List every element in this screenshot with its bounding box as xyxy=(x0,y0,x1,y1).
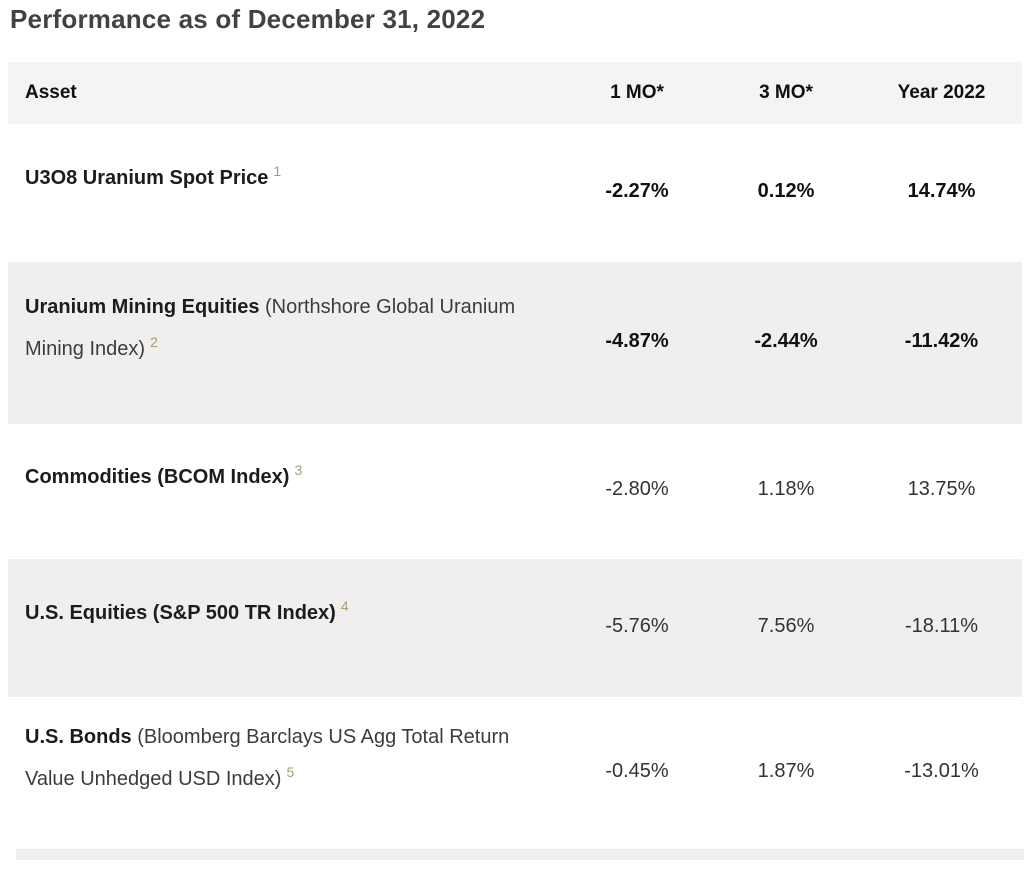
value-1mo: -4.87% xyxy=(605,329,669,352)
value-year-2022: -13.01% xyxy=(904,759,979,782)
value-1mo: -0.45% xyxy=(605,759,669,782)
footnote-reference[interactable]: 3 xyxy=(294,461,303,478)
value-3mo: 0.12% xyxy=(757,179,815,202)
column-header-year-2022: Year 2022 xyxy=(897,82,986,103)
asset-cell: Commodities (BCOM Index) 3 xyxy=(8,424,563,559)
value-year-2022: 14.74% xyxy=(907,179,976,202)
value-3mo: 1.87% xyxy=(757,759,815,782)
table-row: U.S. Equities (S&P 500 TR Index) 4 -5.76%… xyxy=(8,559,1022,697)
asset-cell: Uranium Mining Equities (Northshore Glob… xyxy=(8,262,563,424)
performance-table: Asset 1 MO* 3 MO* Year 2022 U3O8 Uranium… xyxy=(8,62,1022,849)
value-3mo: 7.56% xyxy=(757,614,815,637)
asset-index-description: (Bloomberg Barclays US Agg Total Return … xyxy=(25,726,510,790)
column-header-1mo: 1 MO* xyxy=(610,82,664,103)
footnote-reference[interactable]: 1 xyxy=(273,163,282,180)
table-row: U.S. Bonds (Bloomberg Barclays US Agg To… xyxy=(8,697,1022,849)
asset-cell: U3O8 Uranium Spot Price 1 xyxy=(8,124,563,262)
table-row: Uranium Mining Equities (Northshore Glob… xyxy=(8,262,1022,424)
value-3mo: -2.44% xyxy=(754,329,818,352)
value-year-2022: -11.42% xyxy=(904,329,979,352)
asset-name: Commodities (BCOM Index) xyxy=(25,465,290,488)
next-row-edge xyxy=(16,849,1024,860)
asset-cell: U.S. Bonds (Bloomberg Barclays US Agg To… xyxy=(8,697,563,849)
footnote-reference[interactable]: 5 xyxy=(286,764,295,781)
column-header-asset: Asset xyxy=(25,82,77,103)
asset-name: Uranium Mining Equities xyxy=(25,296,260,318)
performance-table-container: Asset 1 MO* 3 MO* Year 2022 U3O8 Uranium… xyxy=(8,62,1024,860)
asset-name: U3O8 Uranium Spot Price xyxy=(25,167,269,189)
table-row: Commodities (BCOM Index) 3 -2.80% 1.18% 1… xyxy=(8,424,1022,559)
asset-name: U.S. Equities (S&P 500 TR Index) xyxy=(25,602,336,624)
value-1mo: -5.76% xyxy=(605,614,669,637)
table-header-row: Asset 1 MO* 3 MO* Year 2022 xyxy=(8,62,1022,124)
asset-name: U.S. Bonds xyxy=(25,726,132,748)
page-title: Performance as of December 31, 2022 xyxy=(10,4,486,34)
value-1mo: -2.27% xyxy=(605,179,669,202)
table-row: U3O8 Uranium Spot Price 1 -2.27% 0.12% 14… xyxy=(8,124,1022,262)
asset-cell: U.S. Equities (S&P 500 TR Index) 4 xyxy=(8,559,563,697)
value-year-2022: -18.11% xyxy=(904,614,978,637)
value-1mo: -2.80% xyxy=(605,478,669,500)
asset-index-description: (Northshore Global Uranium Mining Index) xyxy=(25,296,516,360)
value-3mo: 1.18% xyxy=(757,478,815,500)
value-year-2022: 13.75% xyxy=(907,478,976,500)
footnote-reference[interactable]: 4 xyxy=(340,598,349,615)
column-header-3mo: 3 MO* xyxy=(759,82,813,103)
footnote-reference[interactable]: 2 xyxy=(150,334,158,351)
